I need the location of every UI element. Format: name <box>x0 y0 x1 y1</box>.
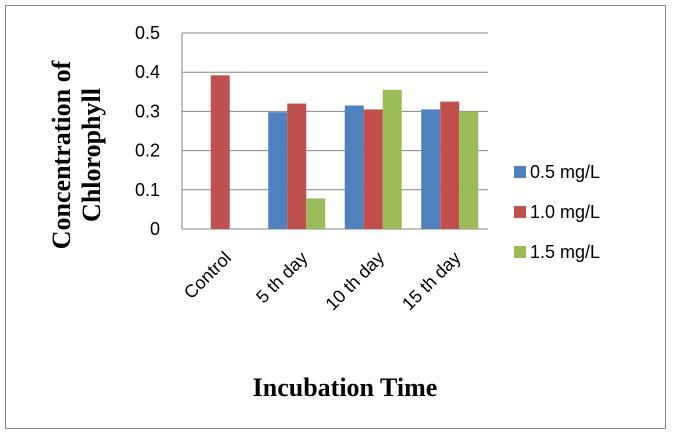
y-tick-label: 0.5 <box>135 23 160 43</box>
bar <box>421 109 441 229</box>
y-tick-label: 0.4 <box>135 62 160 82</box>
bar <box>344 105 364 229</box>
bar <box>363 109 383 229</box>
legend-label: 1.0 mg/L <box>530 202 600 222</box>
legend-label: 1.5 mg/L <box>530 242 600 262</box>
y-tick-label: 0 <box>150 219 160 239</box>
y-tick-label: 0.2 <box>135 141 160 161</box>
legend-label: 0.5 mg/L <box>530 162 600 182</box>
legend: 0.5 mg/L 1.0 mg/L 1.5 mg/L <box>514 162 600 262</box>
x-tick-labels: Control 5 th day 10 th day 15 th day <box>180 248 465 315</box>
x-tick-label: Control <box>180 248 235 303</box>
bar <box>440 101 460 229</box>
y-tick-label: 0.1 <box>135 180 160 200</box>
bars-group <box>210 75 479 229</box>
y-tick-label: 0.3 <box>135 101 160 121</box>
x-tick-label: 10 th day <box>322 248 389 315</box>
x-tick-label: 15 th day <box>398 248 465 315</box>
y-tick-labels: 0 0.1 0.2 0.3 0.4 0.5 <box>135 23 160 239</box>
y-axis-title-line-2: Chlorophyll <box>77 88 106 222</box>
bar <box>382 89 402 229</box>
bar <box>268 112 288 229</box>
x-axis-title: Incubation Time <box>253 373 438 402</box>
legend-swatch <box>514 246 526 258</box>
bar <box>306 198 326 229</box>
bar <box>459 111 479 229</box>
x-tick-label: 5 th day <box>252 248 311 307</box>
y-axis-title-line-1: Concentration of <box>47 60 76 249</box>
bar <box>287 103 307 229</box>
bar <box>210 75 230 229</box>
legend-swatch <box>514 166 526 178</box>
chart-area <box>5 5 666 429</box>
legend-swatch <box>514 206 526 218</box>
